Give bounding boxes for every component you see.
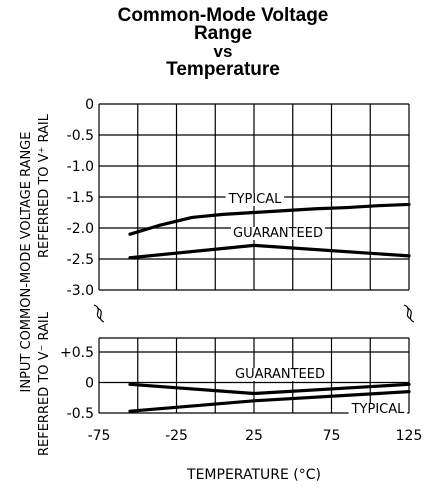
series-label-typical-lower-bg [348,403,408,416]
y-axis-label: INPUT COMMON-MODE VOLTAGE RANGE [19,132,34,393]
chart-title-line-2: Range [193,23,253,44]
y-tick-label-upper: 0 [85,97,94,113]
series-label-guaranteed-lower-bg [233,368,327,381]
axis-break-icon [96,307,105,323]
series-label-guaranteed-upper: GUARANTEED [233,226,323,241]
y-axis-label-lower: REFERRED TO V⁻ RAIL [37,311,52,456]
series-line-typical-lower [128,390,411,413]
y-tick-label-upper: -2.0 [67,221,94,237]
y-tick-label-upper: -1.5 [67,190,94,206]
chart-title-line-1: Common-Mode Voltage [117,5,329,26]
x-tick-label: 75 [323,428,341,444]
chart-title-line-3: vs [213,42,233,61]
y-tick-label-lower: 0 [85,376,94,392]
y-tick-label-upper: -1.0 [67,159,94,175]
chart-title-line-4: Temperature [166,59,280,80]
axis-break-mask [403,304,415,324]
y-tick-label-lower: -0.5 [67,406,94,422]
y-tick-label-lower: +0.5 [60,345,94,361]
series-label-guaranteed-lower: GUARANTEED [235,367,325,382]
axis-break-mask [93,304,105,324]
y-tick-label-upper: -0.5 [67,128,94,144]
x-tick-label: 25 [245,428,263,444]
axis-break-icon [406,307,415,323]
series-line-guaranteed-lower [128,382,411,396]
x-tick-label: -75 [88,428,111,444]
series-label-typical-lower: TYPICAL [351,402,406,417]
y-tick-label-upper: -3.0 [67,283,94,299]
series-label-typical-upper: TYPICAL [228,192,283,207]
axis-break-icon [93,304,102,320]
y-tick-label-upper: -2.5 [67,252,94,268]
axis-break-icon [403,304,412,320]
x-tick-label: -25 [165,428,188,444]
series-label-guaranteed-upper-bg [231,227,325,240]
x-axis-label: TEMPERATURE (°C) [186,467,321,483]
series-line-typical-upper [128,202,411,236]
series-label-typical-upper-bg [225,193,285,206]
series-line-guaranteed-upper [128,243,411,260]
x-tick-label: 125 [396,428,423,444]
y-axis-label-upper: REFERRED TO V⁺ RAIL [37,113,52,258]
